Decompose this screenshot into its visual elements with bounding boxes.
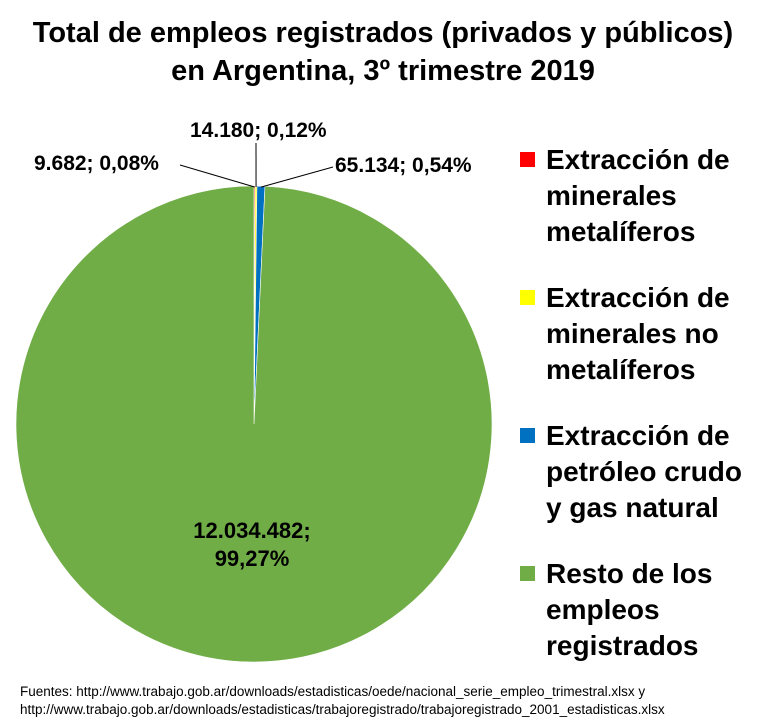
legend: Extracción de minerales metalíferos Extr… xyxy=(518,142,763,694)
legend-item-minerales-no-metaliferos: Extracción de minerales no metalíferos xyxy=(518,280,763,388)
source-line-1: Fuentes: http://www.trabajo.gob.ar/downl… xyxy=(20,684,646,699)
legend-item-resto: Resto de los empleos registrados xyxy=(518,556,763,664)
legend-label-line: metalíferos xyxy=(546,216,696,247)
legend-label-line: y gas natural xyxy=(546,492,719,523)
legend-swatch-green xyxy=(520,566,535,581)
pie-slice xyxy=(15,185,493,663)
leader-line xyxy=(260,166,334,188)
sources-note: Fuentes: http://www.trabajo.gob.ar/downl… xyxy=(20,683,665,719)
legend-label-line: metalíferos xyxy=(546,354,696,385)
slice-data-label: 99,27% xyxy=(215,546,290,571)
legend-label-line: minerales no xyxy=(546,318,719,349)
legend-item-minerales-metaliferos: Extracción de minerales metalíferos xyxy=(518,142,763,250)
slice-data-label: 65.134; 0,54% xyxy=(335,154,472,177)
chart-title: Total de empleos registrados (privados y… xyxy=(0,14,766,90)
legend-swatch-blue xyxy=(520,428,535,443)
source-line-2: http://www.trabajo.gob.ar/downloads/esta… xyxy=(20,702,665,717)
slice-data-label: 9.682; 0,08% xyxy=(34,152,159,175)
legend-label-line: Extracción de xyxy=(546,282,730,313)
legend-label-line: Resto de los xyxy=(546,558,713,589)
legend-label-line: Extracción de xyxy=(546,420,730,451)
legend-label-line: Extracción de xyxy=(546,144,730,175)
legend-item-petroleo-gas: Extracción de petróleo crudo y gas natur… xyxy=(518,418,763,526)
leader-line xyxy=(179,164,255,188)
slice-data-label: 14.180; 0,12% xyxy=(190,119,327,142)
legend-swatch-red xyxy=(520,152,535,167)
legend-label-line: petróleo crudo xyxy=(546,456,743,487)
legend-label-line: registrados xyxy=(546,630,699,661)
chart-title-line-1: Total de empleos registrados (privados y… xyxy=(32,17,734,49)
chart-title-line-2: en Argentina, 3º trimestre 2019 xyxy=(171,55,595,87)
legend-label-line: minerales xyxy=(546,180,677,211)
legend-swatch-yellow xyxy=(520,290,535,305)
legend-label-line: empleos xyxy=(546,594,660,625)
slice-data-label: 12.034.482; xyxy=(193,518,310,543)
